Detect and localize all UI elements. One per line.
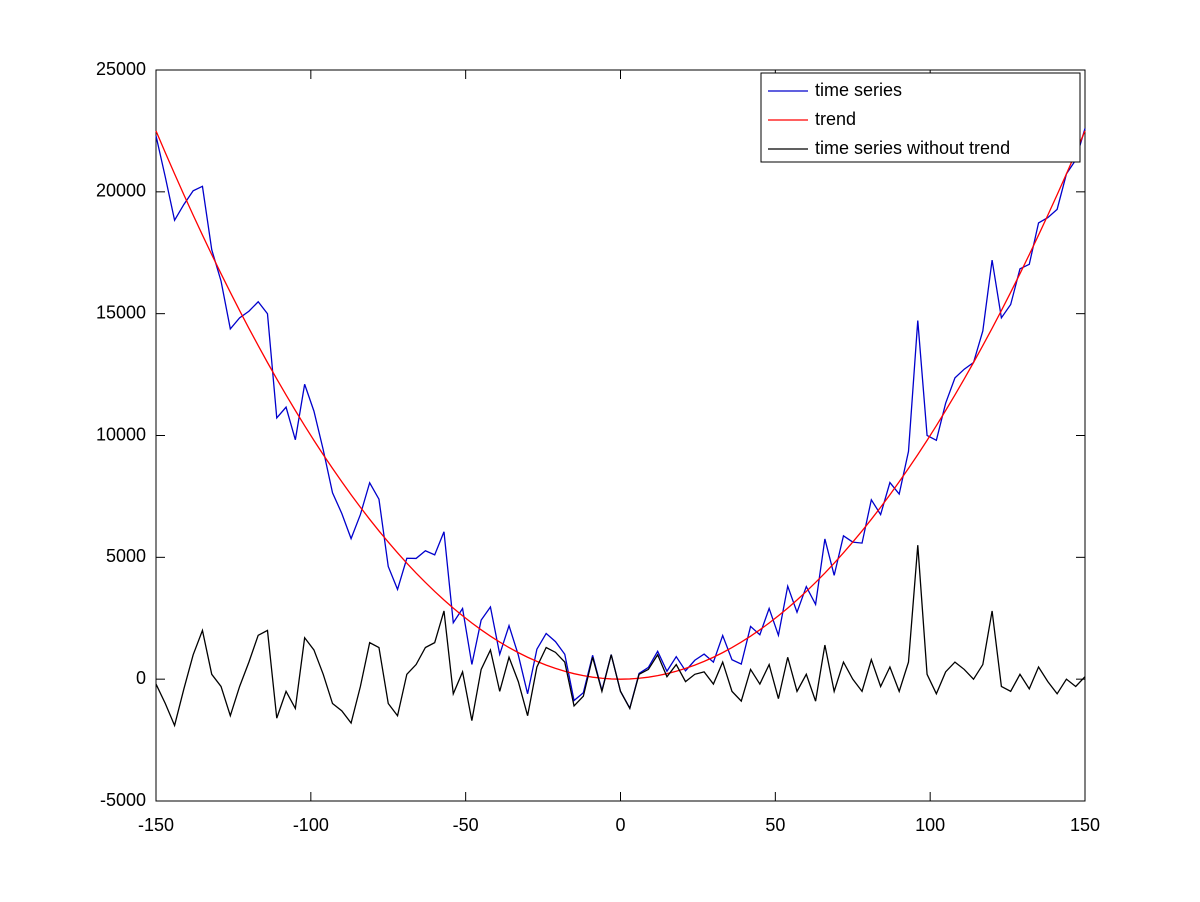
series-line	[155, 130, 1086, 680]
series-line	[155, 545, 1086, 728]
y-tick-label: 20000	[96, 181, 146, 201]
x-tick-label: 0	[615, 815, 625, 835]
y-tick-label: 25000	[96, 59, 146, 79]
x-tick-label: -150	[138, 815, 174, 835]
y-tick-label: -5000	[100, 790, 146, 810]
x-tick-label: -50	[453, 815, 479, 835]
legend-label: trend	[815, 109, 856, 129]
legend-label: time series without trend	[815, 138, 1010, 158]
legend-label: time series	[815, 80, 902, 100]
x-tick-label: 100	[915, 815, 945, 835]
x-tick-label: -100	[293, 815, 329, 835]
y-tick-label: 15000	[96, 302, 146, 322]
y-tick-label: 10000	[96, 424, 146, 444]
y-tick-label: 5000	[106, 546, 146, 566]
y-tick-label: 0	[136, 668, 146, 688]
legend-box	[760, 72, 1081, 163]
x-tick-label: 50	[765, 815, 785, 835]
x-tick-label: 150	[1070, 815, 1100, 835]
